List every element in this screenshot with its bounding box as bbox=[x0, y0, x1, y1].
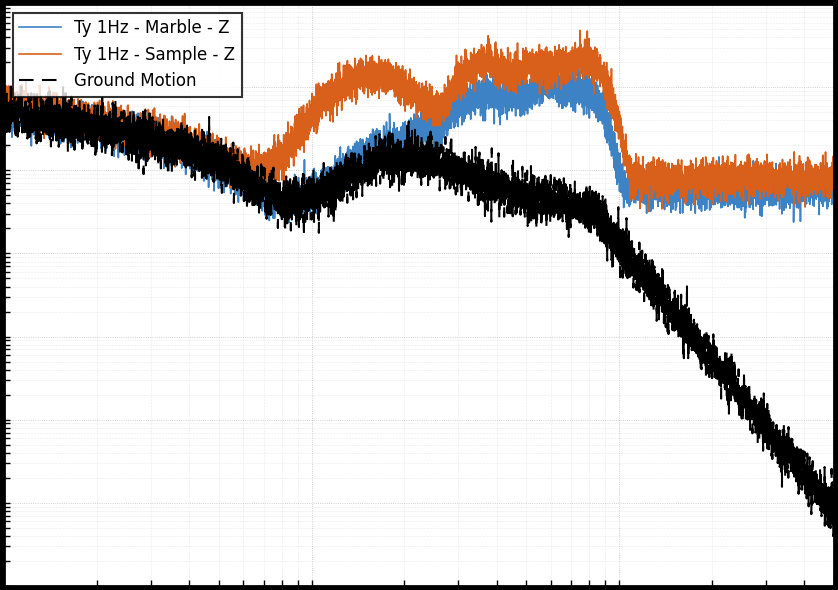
Ground Motion bbox=[0, 106, 9, 113]
Ground Motion bbox=[490, 182, 500, 189]
Ty 1Hz - Marble - Z bbox=[829, 166, 838, 173]
Ty 1Hz - Marble - Z bbox=[526, 99, 536, 106]
Line: Ty 1Hz - Sample - Z: Ty 1Hz - Sample - Z bbox=[4, 31, 834, 212]
Ty 1Hz - Marble - Z bbox=[41, 116, 51, 123]
Line: Ty 1Hz - Marble - Z: Ty 1Hz - Marble - Z bbox=[4, 58, 834, 222]
Ty 1Hz - Sample - Z bbox=[490, 40, 500, 47]
Ty 1Hz - Marble - Z bbox=[541, 54, 551, 61]
Ty 1Hz - Marble - Z bbox=[490, 89, 500, 96]
Ty 1Hz - Sample - Z bbox=[526, 68, 536, 76]
Line: Ground Motion: Ground Motion bbox=[4, 82, 834, 536]
Ground Motion bbox=[6, 78, 16, 86]
Ground Motion bbox=[41, 124, 51, 131]
Ty 1Hz - Marble - Z bbox=[284, 219, 294, 226]
Ty 1Hz - Marble - Z bbox=[659, 199, 669, 206]
Ty 1Hz - Sample - Z bbox=[0, 100, 9, 107]
Ground Motion bbox=[828, 533, 838, 540]
Ground Motion bbox=[300, 206, 310, 213]
Ty 1Hz - Sample - Z bbox=[614, 108, 624, 115]
Ty 1Hz - Sample - Z bbox=[659, 170, 669, 177]
Ground Motion bbox=[659, 290, 669, 297]
Ground Motion bbox=[526, 205, 536, 212]
Ty 1Hz - Sample - Z bbox=[644, 208, 654, 215]
Ty 1Hz - Sample - Z bbox=[299, 119, 309, 126]
Ty 1Hz - Sample - Z bbox=[41, 104, 51, 111]
Ty 1Hz - Marble - Z bbox=[300, 176, 310, 183]
Ground Motion bbox=[614, 250, 624, 257]
Ground Motion bbox=[829, 512, 838, 519]
Ty 1Hz - Marble - Z bbox=[0, 104, 9, 112]
Ty 1Hz - Sample - Z bbox=[575, 27, 585, 34]
Legend: Ty 1Hz - Marble - Z, Ty 1Hz - Sample - Z, Ground Motion: Ty 1Hz - Marble - Z, Ty 1Hz - Sample - Z… bbox=[13, 12, 242, 97]
Ty 1Hz - Sample - Z bbox=[829, 173, 838, 180]
Ty 1Hz - Marble - Z bbox=[614, 165, 624, 172]
